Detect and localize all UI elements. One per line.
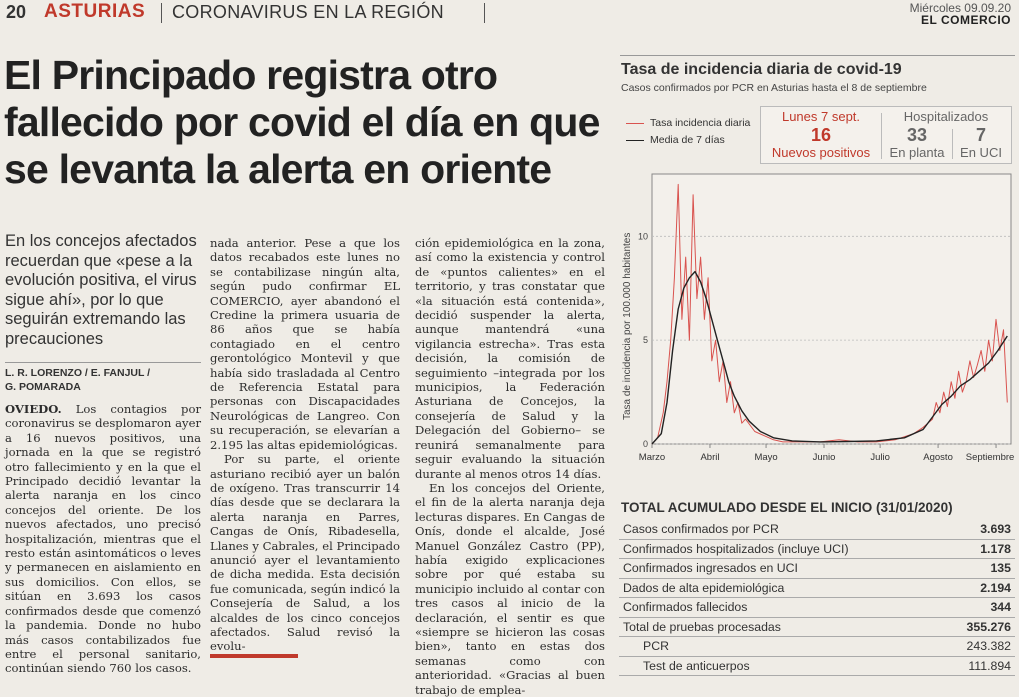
accumulated-title: TOTAL ACUMULADO DESDE EL INICIO (31/01/2… (621, 500, 953, 515)
x-tick-label: Septiembre (966, 452, 1015, 463)
infographic-subtitle: Casos confirmados por PCR en Asturias ha… (621, 82, 927, 94)
table-row: Confirmados ingresados en UCI 135 (619, 558, 1015, 579)
article-column-2: nada anterior. Pese a que los datos reca… (210, 236, 400, 654)
legend-swatch (626, 122, 644, 124)
infographic-rule (620, 55, 1015, 56)
y-tick-label: 10 (638, 231, 648, 241)
legend-item-average: Media de 7 días (626, 134, 725, 146)
paragraph: ción epidemiológica en la zona, así como… (415, 236, 605, 481)
infographic-title: Tasa de incidencia diaria de covid-19 (621, 61, 902, 78)
series-line-daily (651, 183, 1008, 445)
row-label: Confirmados hospitalizados (incluye UCI) (619, 539, 943, 559)
y-tick-label: 0 (643, 439, 648, 449)
plot-area (651, 173, 1012, 445)
headline-line: se levanta la alerta en oriente (4, 146, 552, 192)
row-value: 135 (942, 558, 1015, 579)
headline: El Principado registra otro fallecido po… (4, 52, 604, 193)
header-divider (484, 3, 485, 23)
accumulated-table: Casos confirmados por PCR 3.693 Confirmado… (619, 520, 1015, 676)
accent-bar (210, 654, 298, 658)
author-line: L. R. LORENZO / E. FANJUL / (5, 367, 151, 379)
legend-label: Media de 7 días (650, 134, 725, 146)
stat-divider (952, 129, 953, 159)
subsection-name: CORONAVIRUS EN LA REGIÓN (172, 2, 444, 22)
stat-icu-label: En UCI (960, 145, 1002, 160)
article-byline: L. R. LORENZO / E. FANJUL / G. POMARADA (5, 362, 201, 394)
article-column-1: OVIEDO. Los contagios por coronavirus se… (5, 402, 201, 676)
x-tick-label: Marzo (639, 452, 665, 463)
row-value: 243.382 (942, 636, 1015, 657)
row-label: Dados de alta epidemiológica (619, 578, 943, 598)
incidence-chart: 0 5 10 Marzo Abril Mayo Junio Julio Agosto Septie… (638, 173, 1015, 463)
y-tick-label: 5 (643, 335, 648, 345)
stat-new-positives-label: Nuevos positivos (771, 145, 871, 160)
table-row: Dados de alta epidemiológica 2.194 (619, 578, 1015, 598)
page-number: 20 (6, 2, 27, 22)
article-column-3: ción epidemiológica en la zona, así como… (415, 236, 605, 697)
row-value: 3.693 (942, 520, 1015, 540)
stat-hospitalized-label: Hospitalizados (903, 109, 989, 124)
x-tick-label: Mayo (754, 452, 777, 463)
table-row: Casos confirmados por PCR 3.693 (619, 520, 1015, 540)
legend-swatch (626, 139, 644, 141)
row-value: 2.194 (942, 578, 1015, 598)
row-label: Confirmados fallecidos (619, 597, 943, 618)
stat-icu: 7 (975, 125, 986, 145)
x-tick-label: Junio (813, 452, 836, 463)
x-tick-label: Abril (700, 452, 719, 463)
row-label: Casos confirmados por PCR (619, 520, 943, 540)
header-divider (161, 3, 162, 23)
x-tick-label: Julio (870, 452, 890, 463)
newspaper-name: EL COMERCIO (921, 13, 1011, 27)
stat-date: Lunes 7 sept. (781, 109, 861, 124)
paragraph: Por su parte, el oriente asturiano recib… (210, 452, 400, 654)
author-line: G. POMARADA (5, 380, 81, 393)
y-axis-label: Tasa de incidencia por 100.000 habitante… (622, 232, 633, 420)
row-value: 344 (942, 597, 1015, 618)
headline-line: El Principado registra otro (4, 52, 498, 98)
stat-ward-label: En planta (889, 145, 945, 160)
stat-ward: 33 (906, 125, 928, 145)
series-line-average (651, 270, 1008, 445)
row-value: 1.178 (942, 539, 1015, 559)
paragraph: Los contagios por coronavirus se desplom… (5, 402, 201, 676)
table-row: Total de pruebas procesadas 355.276 (619, 617, 1015, 637)
row-value: 111.894 (942, 656, 1015, 676)
x-tick-label: Agosto (923, 452, 953, 463)
row-label: Test de anticuerpos (619, 656, 943, 676)
row-value: 355.276 (942, 617, 1015, 637)
stat-new-positives: 16 (810, 125, 832, 145)
table-row: Confirmados hospitalizados (incluye UCI)… (619, 539, 1015, 559)
paragraph: nada anterior. Pese a que los datos reca… (210, 236, 400, 452)
table-row: PCR 243.382 (619, 636, 1015, 657)
dateline: OVIEDO. (5, 402, 62, 416)
legend-label: Tasa incidencia diaria (650, 117, 751, 129)
headline-line: fallecido por covid el día en que (4, 99, 600, 145)
table-row: Confirmados fallecidos 344 (619, 597, 1015, 618)
stats-box: Lunes 7 sept. 16 Nuevos positivos Hospit… (760, 106, 1012, 164)
row-label: Confirmados ingresados en UCI (619, 558, 943, 579)
table-row: Test de anticuerpos 111.894 (619, 656, 1015, 676)
article-lead: En los concejos afectados recuerdan que … (5, 232, 197, 348)
paragraph: En los concejos del Oriente, el fin de l… (415, 480, 605, 697)
legend-item-daily: Tasa incidencia diaria (626, 117, 750, 129)
row-label: PCR (619, 636, 943, 657)
stat-divider (881, 113, 882, 159)
row-label: Total de pruebas procesadas (619, 617, 943, 637)
issue-date: Miércoles 09.09.20 (909, 1, 1011, 15)
section-name: ASTURIAS (44, 1, 146, 22)
